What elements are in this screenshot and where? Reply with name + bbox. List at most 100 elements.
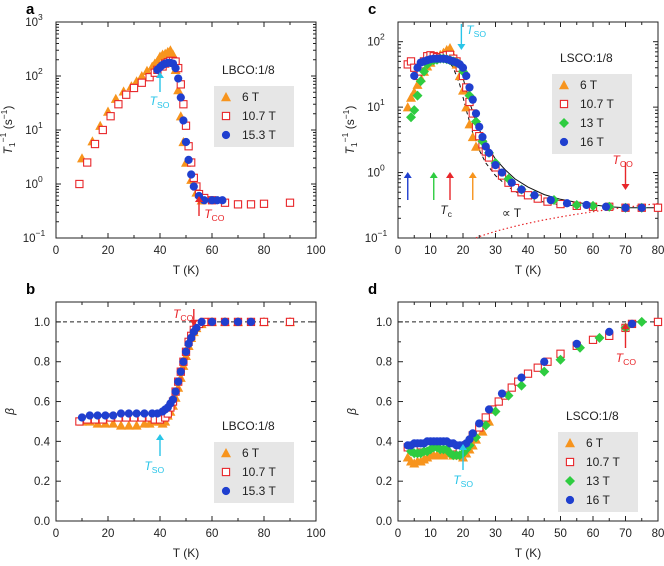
data-point <box>259 317 269 327</box>
data-point <box>461 102 472 112</box>
data-point <box>458 63 468 72</box>
y-tick-label: 1.0 <box>34 317 50 329</box>
data-point <box>179 100 188 109</box>
data-point <box>445 43 455 53</box>
legend-marker <box>559 99 569 109</box>
data-point <box>402 102 413 112</box>
panel-c: c 0 10 20 30 40 50 60 70 80 T (K) 10−1 100 101 102 T1−1… <box>340 1 664 277</box>
tso-label: TSO <box>453 473 473 489</box>
data-point <box>409 105 420 116</box>
tso-label: TSO <box>144 459 164 475</box>
x-tick-label: 20 <box>102 528 115 540</box>
legend-label: 15.3 T <box>242 128 276 142</box>
data-point <box>171 64 180 73</box>
data-point <box>142 65 152 75</box>
panel-letter: b <box>26 281 35 298</box>
x-tick-label: 80 <box>652 528 664 540</box>
data-point <box>540 357 549 366</box>
y-tick-label: 0.6 <box>34 397 50 409</box>
series-13-T <box>406 316 647 461</box>
x-tick-label: 20 <box>457 245 470 257</box>
data-point <box>412 90 423 101</box>
y-tick-label: 100 <box>367 163 385 180</box>
x-tick-label: 70 <box>619 245 632 257</box>
x-tick-label: 60 <box>587 528 600 540</box>
data-point <box>181 137 191 147</box>
data-point <box>75 179 84 189</box>
y-tick-label: 0.4 <box>34 436 51 448</box>
tco-arrow <box>621 323 630 348</box>
data-point <box>140 409 149 418</box>
y-axis: 0.0 0.2 0.4 0.6 0.8 1.0 β <box>345 317 658 528</box>
legend-marker <box>559 80 569 90</box>
data-point <box>176 367 185 376</box>
data-point <box>189 182 198 191</box>
tco-label: TCO <box>616 351 637 367</box>
data-point <box>176 93 185 102</box>
legend-label: 10.7 T <box>242 109 276 123</box>
tso-arrow <box>457 24 466 50</box>
data-point <box>571 199 582 210</box>
x-tick-label: 80 <box>258 245 271 257</box>
x-tick-label: 50 <box>554 245 567 257</box>
data-point <box>471 109 481 118</box>
tco-label: TCO <box>204 207 225 223</box>
legend-label: 10.7 T <box>242 465 276 479</box>
legend-marker <box>559 118 569 128</box>
annotations: TSO TCO Tc ∝ T <box>403 23 633 220</box>
data-point <box>122 90 131 99</box>
data-point <box>285 317 295 327</box>
x-axis-label: T (K) <box>515 546 541 560</box>
legend-label: 16 T <box>580 135 604 149</box>
series-6-T <box>77 316 295 430</box>
legend-marker <box>221 467 231 477</box>
sample-label: LSCO:1/8 <box>566 409 619 423</box>
data-point <box>184 155 193 164</box>
y-tick-label: 101 <box>25 120 43 137</box>
data-point <box>137 78 146 87</box>
data-point <box>653 317 663 327</box>
data-point <box>415 76 426 87</box>
data-point <box>197 317 206 327</box>
y-tick-label: 0.4 <box>376 436 393 448</box>
legend-label: 13 T <box>580 116 604 130</box>
data-point <box>406 92 416 102</box>
legend-label: 10.7 T <box>586 455 620 469</box>
y-tick-label: 10−1 <box>365 228 388 245</box>
tso-arrow <box>459 444 467 470</box>
data-point <box>572 339 581 348</box>
data-point <box>491 161 500 170</box>
legend-label: 6 T <box>586 436 604 450</box>
data-point <box>637 203 646 212</box>
panel-a: a 0 20 40 60 80 100 T (K) 10−1 100 101 102 103 T1−1 (… <box>0 1 326 277</box>
y-tick-label: 0.8 <box>376 357 392 369</box>
y-tick-label: 0.6 <box>376 397 392 409</box>
data-point <box>410 71 419 81</box>
data-point <box>530 191 539 200</box>
legend-marker <box>565 438 575 448</box>
data-point <box>116 409 126 418</box>
data-point <box>481 413 490 422</box>
data-point <box>653 203 663 212</box>
y-tick-label: 100 <box>25 174 43 191</box>
data-point <box>98 125 107 135</box>
series-15p3-T <box>153 58 227 205</box>
data-point <box>419 66 429 77</box>
x-tick-label: 0 <box>395 528 401 540</box>
legend-marker <box>559 137 569 147</box>
data-point <box>218 196 227 205</box>
data-point <box>106 112 115 121</box>
data-point <box>601 202 611 211</box>
data-point <box>484 148 494 157</box>
data-point <box>192 323 201 332</box>
data-point <box>179 357 188 366</box>
temp-arrow-orange <box>468 172 477 200</box>
legend-label: 15.3 T <box>242 484 276 498</box>
panel-letter: d <box>368 281 377 298</box>
legend-label: 6 T <box>580 78 598 92</box>
data-point <box>83 158 92 167</box>
y-tick-label: 101 <box>367 97 385 114</box>
x-tick-label: 40 <box>154 245 167 257</box>
x-axis: 0 10 20 30 40 50 60 70 80 T (K) <box>395 302 664 560</box>
data-point <box>497 168 507 177</box>
